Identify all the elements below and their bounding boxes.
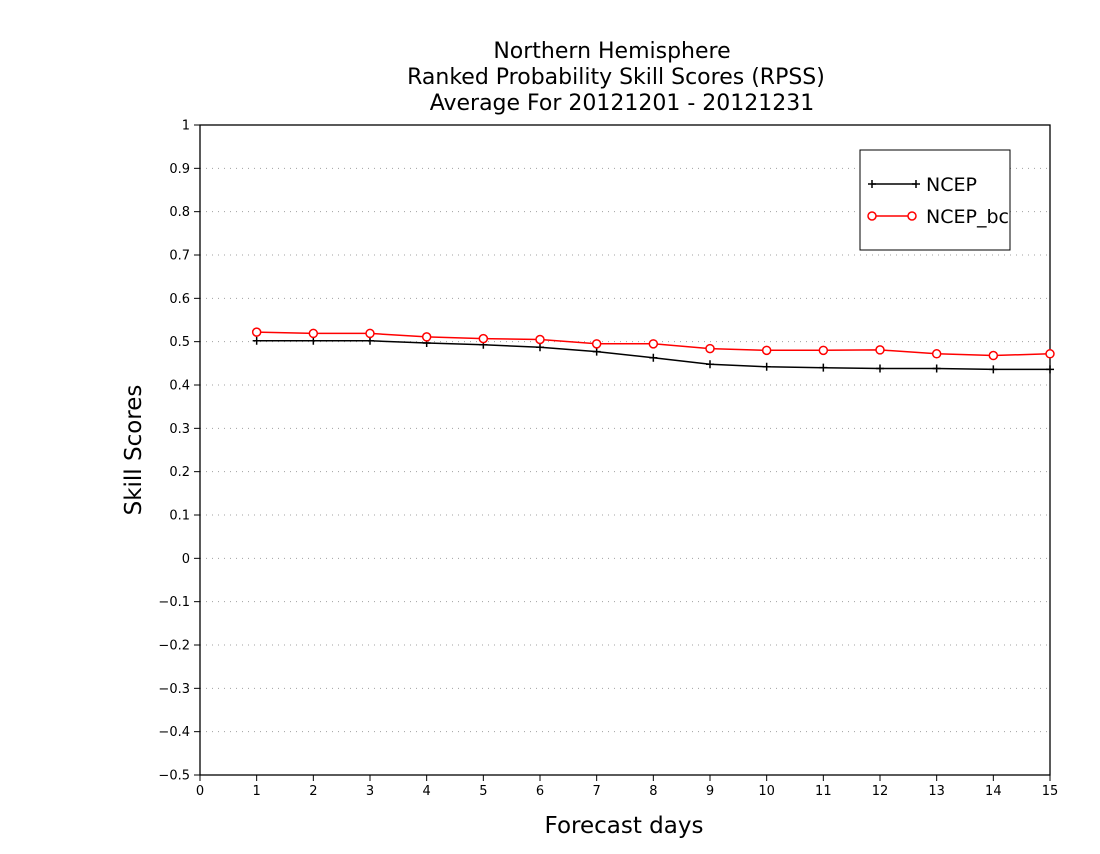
data-point-ncep [819, 363, 828, 372]
legend-ncep-bc-marker-right [907, 211, 917, 221]
legend: NCEP NCEP_bc [859, 149, 1011, 251]
data-point-ncep-bc [535, 334, 545, 345]
y-tick-label: 0 [182, 552, 190, 567]
data-point-ncep [876, 364, 884, 373]
y-tick-label: −0.1 [158, 595, 190, 610]
x-tick-label: 11 [815, 784, 832, 799]
data-point-ncep [762, 362, 771, 371]
y-axis-label: Skill Scores [121, 385, 147, 516]
x-tick-label: 8 [649, 784, 657, 799]
data-point-ncep-bc [365, 328, 375, 339]
y-tick-label: 0.7 [169, 249, 190, 264]
legend-box [859, 149, 1011, 251]
y-tick-label: 0.6 [169, 292, 190, 307]
data-point-ncep [536, 343, 544, 352]
y-tick-label: 0.9 [169, 162, 190, 177]
legend-ncep-label: NCEP [926, 174, 977, 196]
data-point-ncep [706, 360, 714, 369]
legend-ncep-marker-right [912, 180, 920, 188]
x-tick-label: 10 [758, 784, 775, 799]
y-tick-label: 0.8 [169, 205, 190, 220]
y-tick-label: 0.3 [169, 422, 190, 437]
data-point-ncep [252, 336, 261, 345]
y-tick-label: 0.5 [169, 335, 190, 350]
axis-ticks: −0.5 −0.4 −0.3 −0.2 −0.1 0 0.1 0.2 0.3 0.4 0.5 0.6 0… [158, 119, 1058, 800]
x-axis-label: Forecast days [545, 813, 704, 839]
y-tick-label: 0.4 [169, 379, 190, 394]
chart-title-line-3: Average For 20121201 - 20121231 [430, 91, 815, 116]
x-tick-label: 15 [1042, 784, 1059, 799]
legend-ncep-marker-left [868, 180, 876, 188]
data-point-ncep-bc [308, 328, 319, 339]
chart-title-line-2: Ranked Probability Skill Scores (RPSS) [407, 65, 825, 90]
data-point-ncep-bc [875, 345, 885, 355]
data-point-ncep [1046, 365, 1054, 374]
data-series [251, 327, 1055, 374]
x-tick-label: 5 [479, 784, 487, 799]
y-tick-label: −0.3 [158, 682, 190, 697]
data-point-ncep-bc [1045, 349, 1055, 359]
grid-lines [200, 167, 1050, 733]
legend-ncep-bc-marker-left [867, 211, 877, 221]
data-point-ncep-bc [591, 339, 602, 349]
x-tick-label: 12 [872, 784, 889, 799]
plot-frame [199, 124, 1051, 776]
x-tick-label: 7 [593, 784, 601, 799]
data-point-ncep-bc [988, 350, 999, 361]
x-tick-label: 2 [309, 784, 317, 799]
x-tick-label: 1 [253, 784, 261, 799]
x-tick-label: 6 [536, 784, 544, 799]
y-tick-label: 0.1 [169, 509, 190, 524]
data-point-ncep [989, 365, 998, 374]
y-tick-label: −0.4 [158, 725, 190, 740]
y-tick-label: 0.2 [169, 465, 190, 480]
chart-title-line-1: Northern Hemisphere [493, 39, 730, 64]
y-tick-label: −0.5 [158, 769, 190, 784]
data-point-ncep [592, 347, 601, 356]
data-point-ncep-bc [818, 345, 829, 356]
x-tick-label: 13 [928, 784, 945, 799]
x-tick-label: 14 [985, 784, 1002, 799]
data-point-ncep-bc [421, 332, 432, 342]
y-tick-label: 1 [182, 119, 190, 134]
data-point-ncep-bc [705, 343, 715, 354]
data-point-ncep-bc [251, 327, 262, 337]
y-tick-label: −0.2 [158, 639, 190, 654]
x-tick-label: 4 [423, 784, 431, 799]
legend-ncep-bc-label: NCEP_bc [926, 206, 1009, 228]
x-tick-label: 0 [196, 784, 204, 799]
x-tick-label: 9 [706, 784, 714, 799]
data-point-ncep [932, 364, 941, 373]
data-point-ncep [649, 353, 658, 362]
data-point-ncep-bc [761, 345, 772, 356]
x-tick-label: 3 [366, 784, 374, 799]
data-point-ncep-bc [931, 349, 942, 359]
data-point-ncep-bc [648, 339, 659, 349]
data-point-ncep-bc [478, 333, 489, 344]
